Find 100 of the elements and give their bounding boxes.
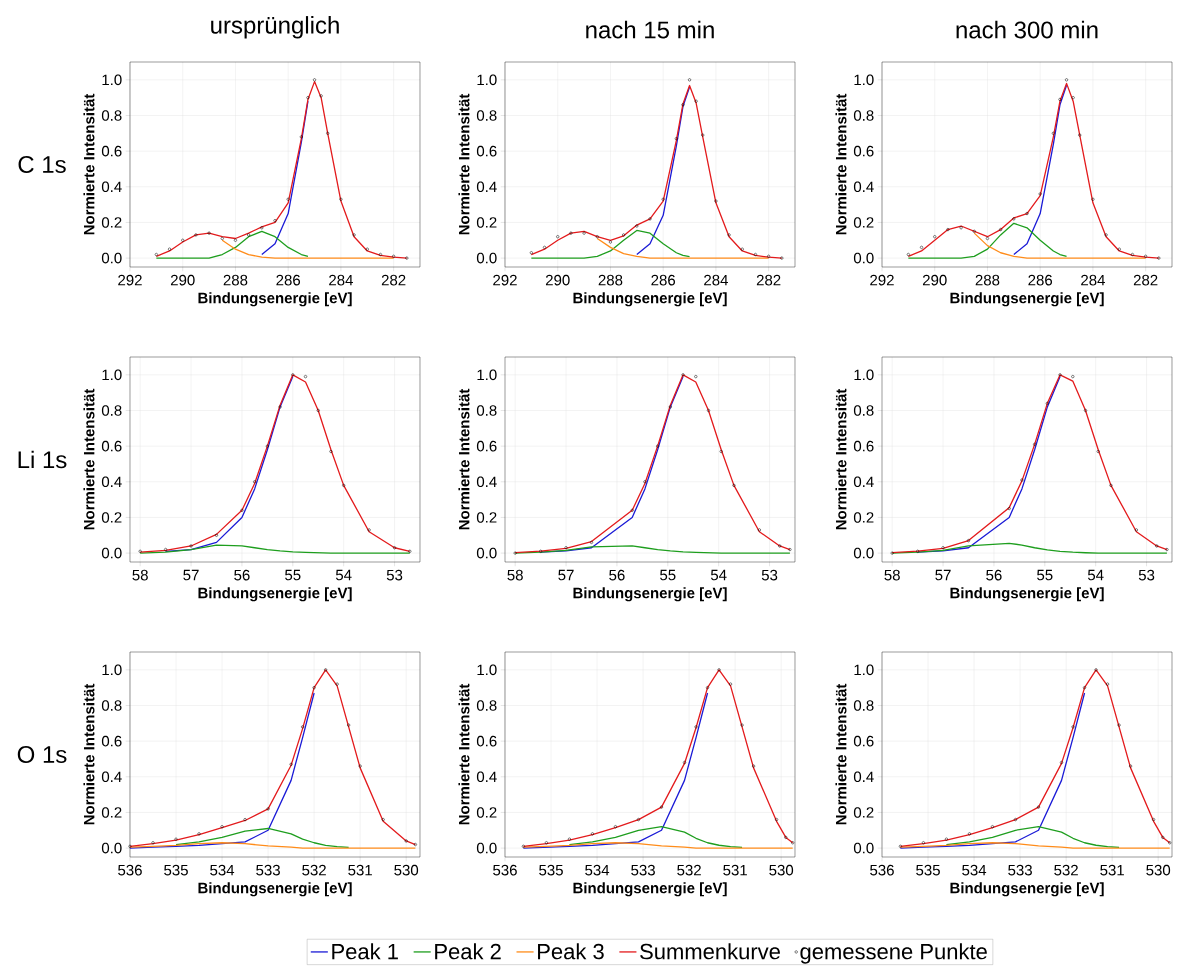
y-tick-label: 0.6: [476, 735, 497, 747]
x-tick-label: 535: [916, 864, 940, 876]
point: [719, 449, 723, 454]
point: [941, 546, 945, 550]
x-tick-label: 53: [761, 569, 778, 581]
point: [181, 238, 185, 242]
x-tick-label: 288: [223, 274, 248, 286]
point: [589, 540, 594, 544]
point: [643, 480, 647, 484]
x-tick-label: 533: [1008, 864, 1032, 876]
point: [197, 832, 201, 836]
point: [335, 682, 339, 686]
y-tick-label: 0.0: [101, 842, 122, 854]
y-tick-label: 0.4: [853, 181, 874, 193]
x-tick-label: 536: [118, 864, 142, 876]
y-tick-label: 1.0: [477, 74, 497, 86]
y-tick-label: 0.2: [476, 512, 497, 523]
point: [705, 686, 710, 690]
point: [352, 233, 356, 237]
x-tick-label: 57: [935, 569, 951, 581]
y-tick-label: 1.0: [477, 664, 497, 676]
x-tick-label: 292: [870, 274, 894, 286]
point: [740, 723, 744, 727]
x-tick-label: 282: [381, 274, 406, 286]
point: [393, 546, 397, 550]
x-tick-label: 536: [870, 864, 894, 876]
x-tick-label: 56: [609, 569, 625, 581]
line-series: [636, 86, 691, 256]
point: [1130, 252, 1135, 257]
y-tick-label: 1.0: [102, 664, 122, 676]
point: [358, 764, 362, 768]
x-axis-title: Bindungsenergie [eV]: [573, 587, 727, 602]
point: [668, 405, 672, 409]
x-tick-label: 58: [132, 569, 148, 581]
line-series: [129, 692, 315, 849]
point: [303, 375, 308, 379]
point: [339, 197, 343, 201]
point: [316, 408, 320, 413]
legend-label: Peak 3: [538, 943, 604, 960]
y-tick-label: 0.6: [853, 735, 874, 747]
point: [1144, 254, 1148, 258]
x-tick-label: 58: [507, 569, 523, 581]
x-tick-label: 284: [704, 274, 728, 286]
point: [681, 103, 685, 107]
point: [1094, 668, 1098, 672]
point: [1045, 401, 1049, 405]
point: [622, 233, 626, 237]
point: [659, 805, 664, 809]
point: [694, 99, 698, 103]
x-tick-label: 531: [1100, 864, 1124, 876]
point: [365, 247, 369, 251]
point: [413, 842, 417, 847]
point: [1155, 544, 1159, 548]
point: [1058, 97, 1062, 101]
point: [301, 725, 305, 729]
point: [694, 375, 698, 379]
point: [529, 251, 533, 255]
point: [556, 235, 560, 239]
point: [291, 373, 295, 377]
point: [207, 231, 211, 235]
x-tick-label: 533: [631, 864, 655, 876]
x-tick-label: 58: [884, 569, 900, 581]
point: [1038, 192, 1042, 196]
point: [1007, 506, 1011, 511]
point: [174, 837, 178, 841]
y-tick-label: 0.6: [853, 145, 874, 157]
x-tick-label: 286: [276, 274, 301, 286]
y-tick-label: 0.2: [476, 217, 497, 228]
point: [1083, 408, 1088, 413]
y-tick-label: 0.0: [476, 842, 497, 854]
point: [347, 723, 351, 727]
point: [1082, 686, 1087, 690]
x-tick-label: 536: [493, 864, 517, 876]
x-tick-label: 55: [660, 569, 676, 581]
point: [329, 449, 333, 454]
y-tick-label: 1.0: [102, 369, 122, 381]
point: [1106, 682, 1110, 686]
line-series: [530, 84, 783, 259]
point: [367, 528, 371, 532]
x-tick-label: 56: [986, 569, 1002, 581]
point: [694, 725, 698, 729]
point: [569, 231, 573, 235]
point: [1117, 247, 1121, 251]
y-axis-title: Normierte Intensität: [83, 388, 95, 530]
point: [404, 839, 408, 843]
point: [220, 825, 224, 829]
x-axis-title: Bindungsenergie [eV]: [950, 882, 1104, 897]
x-axis-title: Bindungsenergie [eV]: [573, 292, 727, 307]
point: [682, 760, 687, 765]
x-tick-label: 54: [1087, 569, 1104, 581]
line-series: [1013, 84, 1068, 256]
point: [253, 480, 257, 484]
point: [661, 197, 665, 201]
x-tick-label: 55: [285, 569, 301, 581]
point: [1104, 233, 1108, 237]
point: [128, 844, 132, 848]
y-axis-title: Normierte Intensität: [835, 683, 847, 825]
point: [564, 546, 568, 550]
y-tick-label: 0.6: [853, 440, 874, 452]
point: [706, 408, 711, 413]
